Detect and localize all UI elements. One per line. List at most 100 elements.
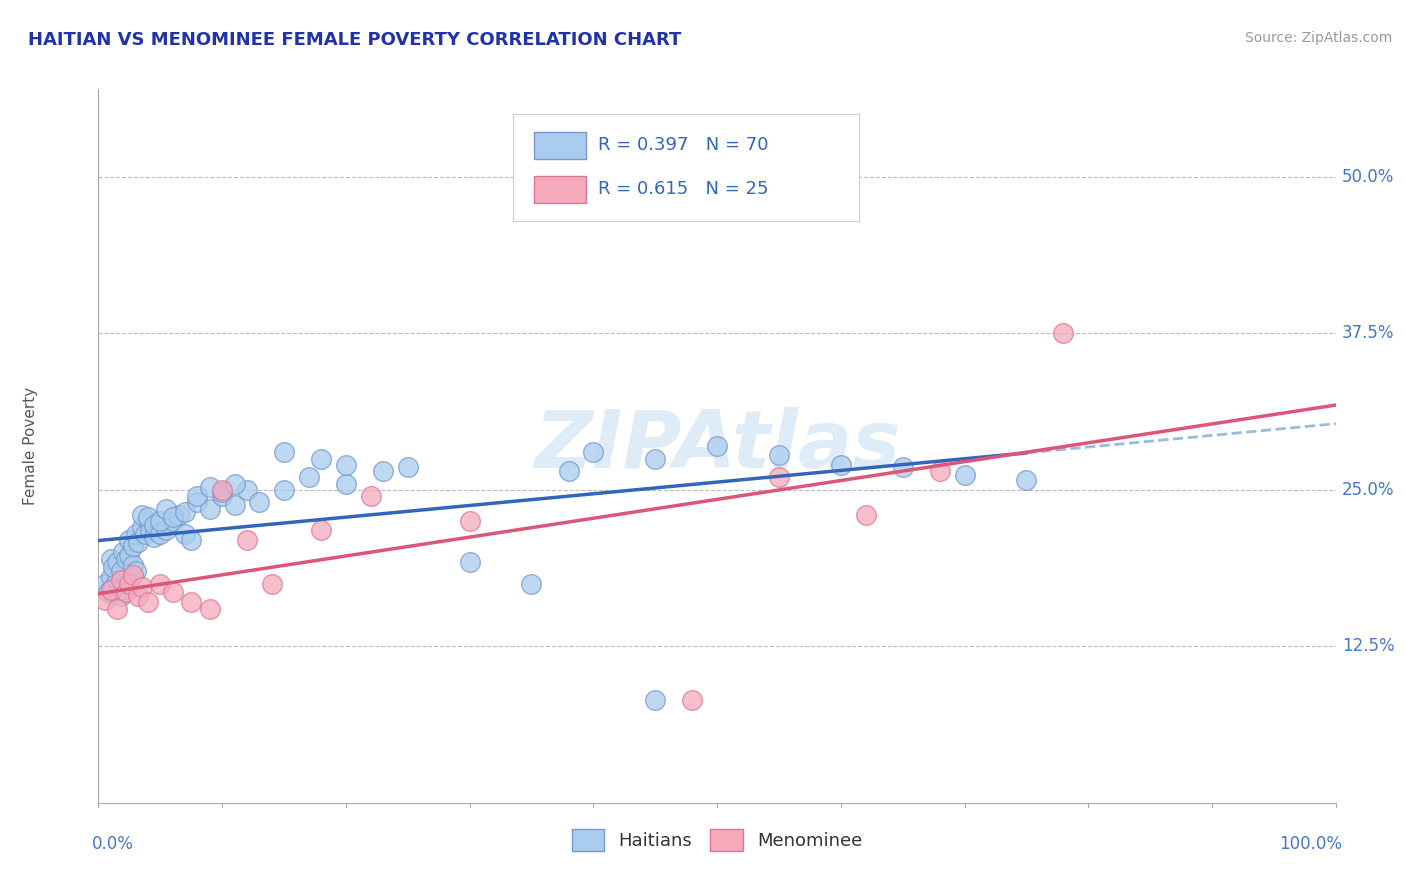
Point [122,558,145,572]
Point [149,576,172,591]
Point [112,545,135,559]
Point [186,495,208,509]
Point [224,476,246,491]
Text: 25.0%: 25.0% [1341,481,1395,499]
Text: HAITIAN VS MENOMINEE FEMALE POVERTY CORRELATION CHART: HAITIAN VS MENOMINEE FEMALE POVERTY CORR… [28,31,682,49]
Point [118,533,141,547]
Point [830,458,852,472]
Point [396,460,419,475]
Point [309,451,332,466]
Point [127,535,149,549]
Point [247,495,270,509]
Point [105,601,128,615]
Point [131,508,153,522]
Point [298,470,321,484]
Point [124,526,146,541]
Point [110,573,132,587]
Text: R = 0.615   N = 25: R = 0.615 N = 25 [599,180,769,198]
Point [1015,473,1038,487]
Point [93,593,115,607]
Point [114,568,136,582]
Point [706,439,728,453]
Point [103,581,125,595]
Point [93,576,115,591]
Point [180,595,202,609]
Point [124,564,146,578]
Text: 37.5%: 37.5% [1341,325,1395,343]
Point [155,523,177,537]
Point [371,464,394,478]
Point [953,467,976,482]
Point [162,510,184,524]
FancyBboxPatch shape [513,114,859,221]
Point [100,570,122,584]
Text: Female Poverty: Female Poverty [22,387,38,505]
Point [155,501,177,516]
Point [198,601,221,615]
Text: 0.0%: 0.0% [93,835,134,853]
Point [143,517,166,532]
Point [928,464,950,478]
Point [139,523,162,537]
Point [681,693,703,707]
Point [110,564,132,578]
Point [162,585,184,599]
Point [100,551,122,566]
Point [174,505,197,519]
Point [105,556,128,570]
Point [149,514,172,528]
Point [211,483,233,497]
Point [105,573,128,587]
Point [118,548,141,562]
Point [136,514,159,528]
Point [149,526,172,541]
Point [335,476,357,491]
Text: ZIPAtlas: ZIPAtlas [534,407,900,485]
Text: Source: ZipAtlas.com: Source: ZipAtlas.com [1244,31,1392,45]
Point [122,568,145,582]
Point [273,445,295,459]
Point [644,451,666,466]
Point [891,460,914,475]
Point [174,526,197,541]
Point [236,483,259,497]
Text: R = 0.397   N = 70: R = 0.397 N = 70 [599,136,769,153]
Point [198,501,221,516]
Point [360,489,382,503]
Point [520,576,543,591]
Point [236,533,259,547]
Point [131,520,153,534]
Point [273,483,295,497]
Point [118,575,141,590]
Point [768,470,790,484]
Point [186,489,208,503]
Point [143,530,166,544]
Point [162,514,184,528]
Point [114,585,136,599]
Point [768,448,790,462]
Bar [534,177,586,203]
Point [180,533,202,547]
Point [136,510,159,524]
Point [127,589,149,603]
Point [131,581,153,595]
Text: 12.5%: 12.5% [1341,637,1395,656]
Point [582,445,605,459]
Point [309,523,332,537]
Point [110,589,132,603]
Point [136,595,159,609]
Point [122,539,145,553]
Point [114,551,136,566]
Point [103,560,125,574]
Point [335,458,357,472]
Point [167,508,190,522]
Point [260,576,283,591]
Point [134,526,156,541]
Point [557,464,579,478]
Point [118,576,141,591]
Point [211,485,233,500]
Point [458,556,481,570]
Point [458,514,481,528]
Point [224,498,246,512]
Point [112,582,135,597]
